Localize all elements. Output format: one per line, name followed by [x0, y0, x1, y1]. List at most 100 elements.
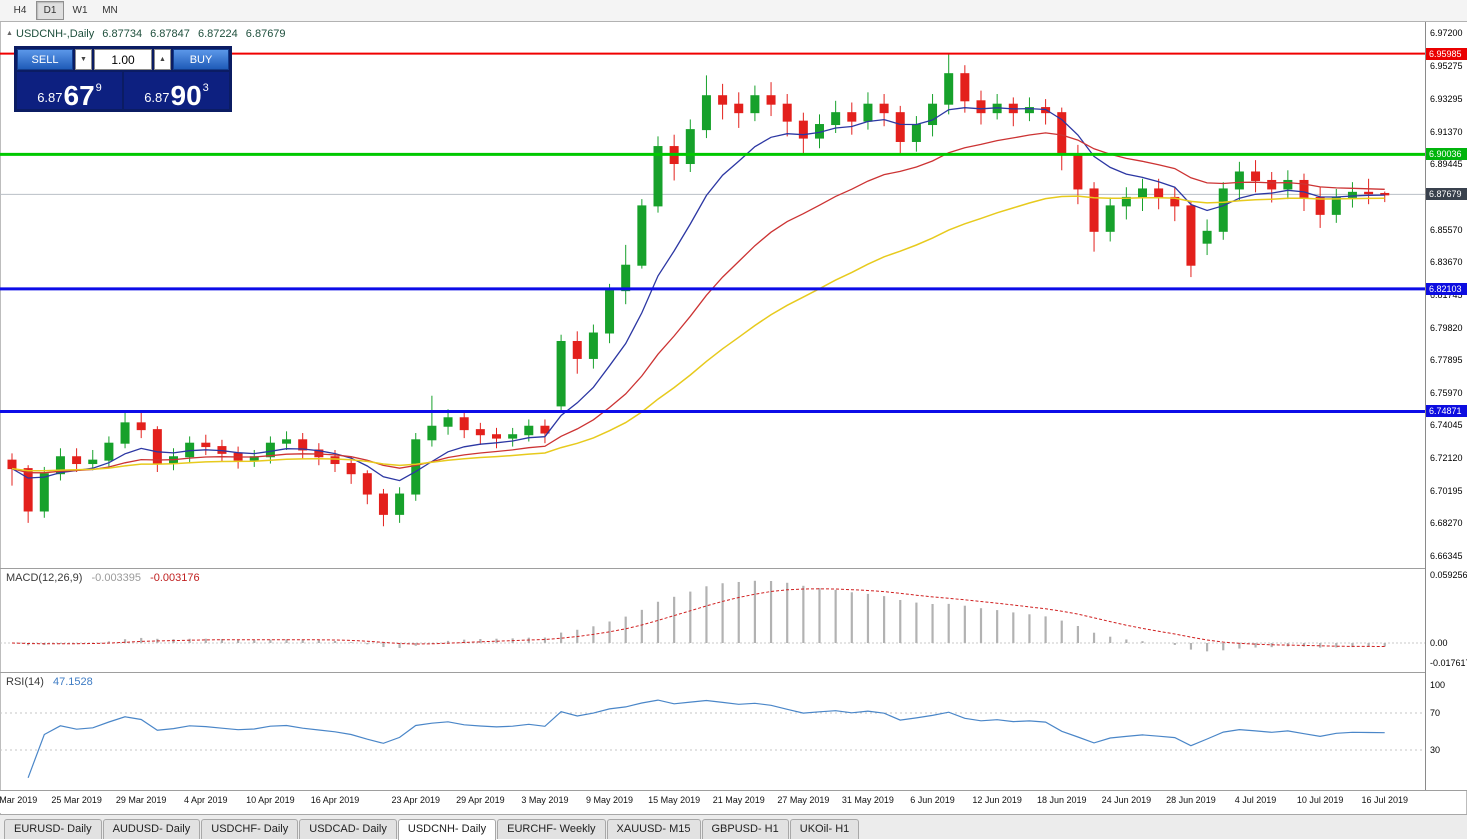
price-tick: 6.97200 — [1430, 28, 1463, 38]
price-tick: 6.89445 — [1430, 159, 1463, 170]
tab-usdcnh-daily[interactable]: USDCNH- Daily — [397, 819, 497, 840]
candle — [249, 449, 259, 467]
price-tick: 6.72120 — [1430, 453, 1463, 464]
buy-price-big: 90 — [170, 80, 202, 112]
candle — [136, 412, 146, 439]
rsi-title: RSI(14) — [6, 676, 44, 688]
timeframe-button-h4[interactable]: H4 — [13, 5, 27, 16]
tab-eurusd-daily[interactable]: EURUSD- Daily — [4, 819, 102, 839]
price-tick: 6.74045 — [1430, 420, 1463, 431]
tab-usdchf-daily[interactable]: USDCHF- Daily — [201, 819, 299, 839]
pane-splitter[interactable] — [0, 672, 1467, 673]
price-tick: 6.95275 — [1430, 60, 1463, 71]
price-tick: 6.79820 — [1430, 322, 1463, 333]
tab-xauusd-m15[interactable]: XAUUSD- M15 — [606, 819, 701, 839]
tab-eurchf-weekly[interactable]: EURCHF- Weekly — [497, 819, 606, 839]
buy-price-display[interactable]: 6.87 90 3 — [124, 72, 229, 112]
candle — [201, 434, 211, 456]
time-label: 16 Apr 2019 — [310, 795, 360, 805]
macd-signal-line — [11, 588, 1385, 647]
candle — [605, 283, 615, 344]
candle — [459, 410, 469, 439]
time-label: 29 Mar 2019 — [115, 795, 167, 805]
candle — [1364, 178, 1374, 205]
candle — [88, 449, 98, 471]
candle — [1170, 187, 1180, 222]
candle — [653, 136, 663, 213]
candle — [298, 433, 308, 459]
timeframe-button-w1[interactable]: W1 — [72, 5, 88, 16]
sell-price-display[interactable]: 6.87 67 9 — [17, 72, 122, 112]
tab-usdcad-daily[interactable]: USDCAD- Daily — [299, 819, 397, 839]
candle — [1234, 161, 1244, 201]
time-label: 21 May 2019 — [712, 795, 765, 805]
buy-button[interactable]: BUY — [173, 49, 229, 70]
candle — [346, 456, 356, 484]
time-label: 24 Jun 2019 — [1101, 795, 1152, 805]
candle — [637, 199, 647, 269]
candle — [39, 466, 49, 518]
price-tick: 6.93295 — [1430, 94, 1463, 105]
volume-dropdown-button[interactable]: ▼ — [75, 49, 92, 70]
price-tick: 6.68270 — [1430, 518, 1463, 529]
candle — [701, 75, 711, 139]
candle — [1105, 197, 1115, 242]
timeframe-button-mn[interactable]: MN — [102, 5, 118, 16]
sell-price-big: 67 — [63, 80, 95, 112]
candle — [879, 94, 889, 127]
macd-signal-value: -0.003176 — [150, 572, 200, 584]
rsi-line — [27, 699, 1385, 779]
candle — [492, 427, 501, 449]
tab-gbpusd-h1[interactable]: GBPUSD- H1 — [701, 819, 789, 839]
ma-line-20 — [11, 132, 1385, 474]
timeframe-button-d1[interactable]: D1 — [36, 1, 64, 20]
volume-input[interactable] — [94, 49, 152, 70]
price-tick: 6.85570 — [1430, 225, 1463, 236]
main-price-chart — [0, 52, 1425, 527]
price-tick: 6.81745 — [1430, 289, 1463, 300]
buy-price-pip: 3 — [202, 82, 209, 94]
candle — [685, 119, 695, 172]
price-marker: 6.87679 — [1426, 188, 1467, 201]
symbol-label: USDCNH-,Daily — [16, 28, 95, 40]
ohlc-close: 6.87679 — [245, 28, 286, 40]
candle — [395, 487, 405, 523]
tab-ukoil-h1[interactable]: UKOil- H1 — [789, 819, 860, 839]
time-label: 19 Mar 2019 — [0, 795, 38, 805]
price-tick: 6.83670 — [1430, 257, 1463, 268]
pane-splitter[interactable] — [0, 568, 1467, 569]
candle — [1008, 97, 1018, 127]
candle — [1121, 187, 1131, 220]
volume-increase-button[interactable]: ▲ — [154, 49, 171, 70]
rsi-axis-label: 70 — [1430, 708, 1441, 718]
ma-line-8 — [11, 107, 1385, 482]
buy-price-prefix: 6.87 — [144, 90, 170, 105]
candle — [282, 431, 292, 450]
candle — [55, 448, 65, 481]
rsi-label: RSI(14) 47.1528 — [6, 676, 93, 688]
candle — [1267, 171, 1277, 203]
price-tick: 6.75970 — [1430, 387, 1463, 398]
sell-button[interactable]: SELL — [17, 49, 73, 70]
candle — [1202, 219, 1212, 256]
candle — [265, 436, 275, 464]
time-label: 29 Apr 2019 — [456, 795, 505, 805]
candle — [847, 102, 857, 135]
candle — [508, 427, 518, 447]
candle — [120, 412, 130, 449]
candle — [475, 422, 485, 445]
chart-tab-bar: EURUSD- Daily AUDUSD- Daily USDCHF- Daily U… — [0, 814, 1467, 840]
candle — [992, 94, 1002, 120]
candle — [572, 331, 582, 374]
candle — [1186, 200, 1196, 278]
time-axis-separator — [0, 790, 1467, 791]
candle — [588, 324, 598, 369]
candle — [104, 436, 114, 467]
tab-audusd-daily[interactable]: AUDUSD- Daily — [102, 819, 201, 839]
chart-title: USDCNH-,Daily 6.87734 6.87847 6.87224 6.… — [16, 28, 291, 40]
candle — [152, 426, 162, 473]
rsi-axis-label: 30 — [1430, 745, 1441, 755]
time-label: 18 Jun 2019 — [1036, 795, 1087, 805]
price-tick: 6.66345 — [1430, 550, 1463, 561]
time-label: 25 Mar 2019 — [51, 795, 102, 805]
